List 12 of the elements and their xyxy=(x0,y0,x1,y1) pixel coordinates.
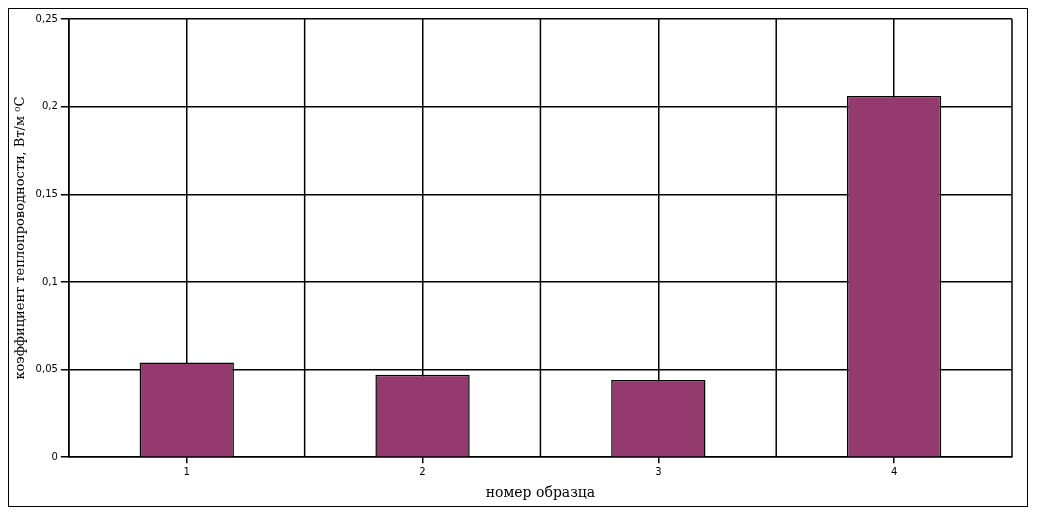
y-tick-label: 0,05 xyxy=(35,363,58,375)
x-tick-label: 3 xyxy=(655,465,662,477)
y-tick-label: 0,1 xyxy=(41,275,58,287)
y-tick-label: 0 xyxy=(51,450,58,462)
y-tick-label: 0,25 xyxy=(35,12,58,24)
y-tick-label: 0,2 xyxy=(41,100,58,112)
x-tick-label: 2 xyxy=(419,465,426,477)
x-tick-label: 1 xyxy=(183,465,190,477)
y-tick-label: 0,15 xyxy=(35,187,58,199)
y-axis-title: коэффициент теплопроводности, Вт/м ⁰С xyxy=(12,96,28,380)
x-tick-label: 4 xyxy=(890,465,898,477)
x-axis-title: номер образца xyxy=(485,484,596,501)
